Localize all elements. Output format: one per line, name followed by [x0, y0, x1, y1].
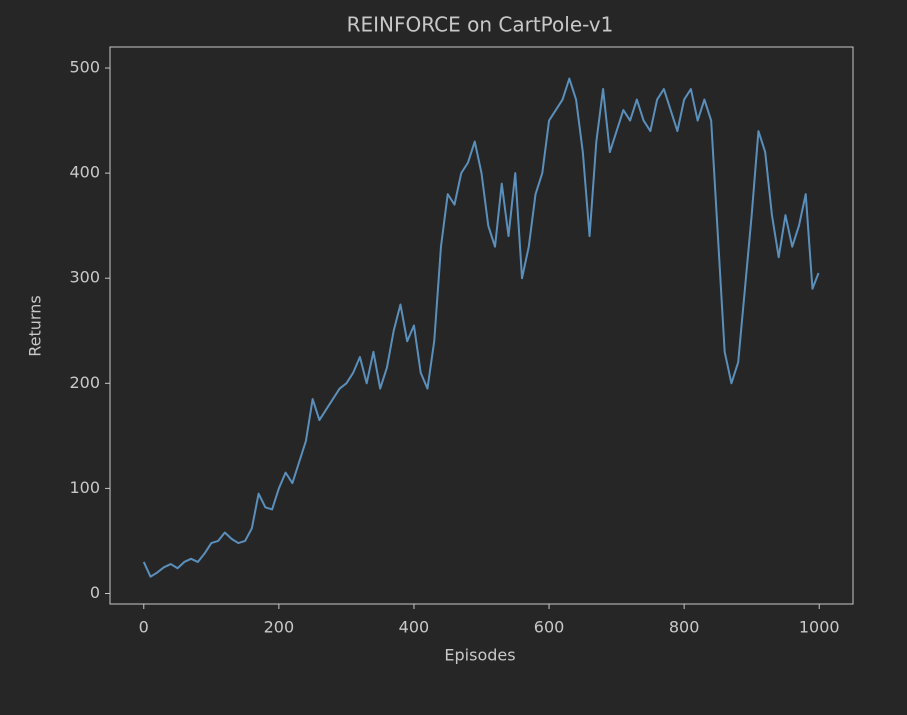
x-tick-label: 800 [669, 618, 700, 637]
plot-frame [109, 46, 854, 605]
y-tick-label: 400 [69, 163, 100, 182]
x-tick-label: 0 [139, 618, 149, 637]
y-tick-label: 500 [69, 58, 100, 77]
x-tick-label: 200 [264, 618, 295, 637]
x-tick-label: 600 [534, 618, 565, 637]
y-tick-label: 0 [90, 583, 100, 602]
x-tick-label: 400 [399, 618, 430, 637]
y-tick-label: 200 [69, 373, 100, 392]
x-axis-label: Episodes [444, 646, 515, 665]
y-axis-label: Returns [26, 295, 45, 356]
y-tick-label: 300 [69, 268, 100, 287]
data-line [142, 77, 820, 578]
y-tick-label: 100 [69, 478, 100, 497]
chart-title: REINFORCE on CartPole-v1 [347, 13, 614, 37]
x-tick-label: 1000 [799, 618, 840, 637]
